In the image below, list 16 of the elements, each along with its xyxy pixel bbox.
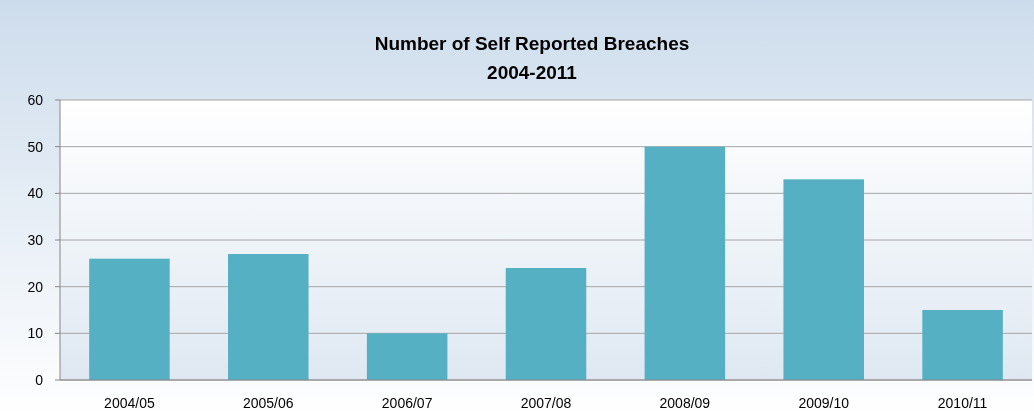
- x-tick-label: 2007/08: [520, 395, 572, 411]
- x-tick-label: 2010/11: [937, 395, 988, 411]
- y-tick-label: 60: [27, 91, 44, 108]
- chart-title: Number of Self Reported Breaches: [374, 33, 690, 54]
- chart-subtitle: 2004-2011: [487, 62, 578, 83]
- y-tick-label: 30: [27, 231, 44, 248]
- x-tick-label: 2004/05: [104, 395, 155, 411]
- y-tick-label: 40: [27, 185, 44, 202]
- x-tick-label: 2006/07: [381, 395, 433, 411]
- y-tick-label: 0: [35, 371, 44, 388]
- x-tick-label: 2005/06: [242, 395, 294, 411]
- x-tick-label: 2008/09: [659, 395, 711, 411]
- y-tick-label: 10: [27, 325, 44, 342]
- y-tick-label: 50: [27, 138, 44, 155]
- y-tick-label: 20: [27, 278, 44, 295]
- x-tick-label: 2009/10: [798, 395, 850, 411]
